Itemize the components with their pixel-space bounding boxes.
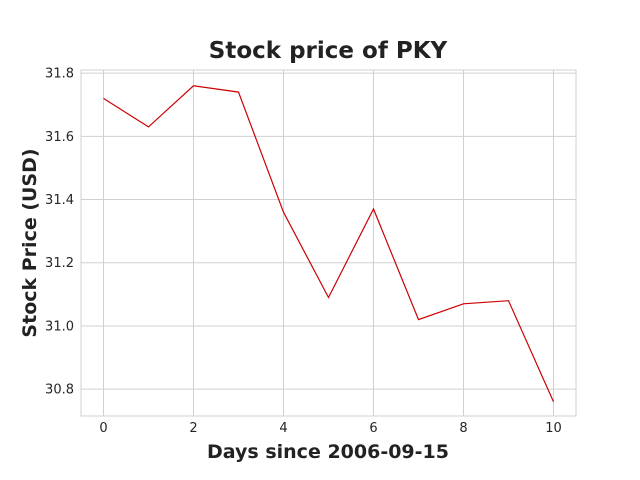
y-tick-label: 31.4: [45, 193, 74, 208]
y-tick-label: 31.8: [45, 67, 74, 82]
y-tick-labels: 30.8 31.0 31.2 31.4 31.6 31.8: [45, 67, 74, 398]
plot-area: [80, 69, 577, 417]
x-axis-label: Days since 2006-09-15: [207, 441, 449, 463]
y-tick-label: 30.8: [45, 383, 74, 398]
chart-title: Stock price of PKY: [209, 38, 448, 64]
x-tick-label: 0: [99, 421, 107, 436]
x-tick-label: 6: [369, 421, 377, 436]
x-gridlines: [103, 70, 554, 416]
x-tick-label: 10: [545, 421, 562, 436]
y-tick-label: 31.0: [45, 319, 74, 334]
y-tick-label: 31.2: [45, 256, 74, 271]
x-tick-label: 8: [459, 421, 467, 436]
x-tick-labels: 0 2 4 6 8 10: [99, 421, 561, 436]
y-gridlines: [81, 72, 576, 390]
x-tick-label: 2: [189, 421, 197, 436]
y-tick-label: 31.6: [45, 130, 74, 145]
x-tick-label: 4: [279, 421, 287, 436]
y-axis-label: Stock Price (USD): [19, 148, 41, 337]
series-line: [103, 85, 555, 403]
